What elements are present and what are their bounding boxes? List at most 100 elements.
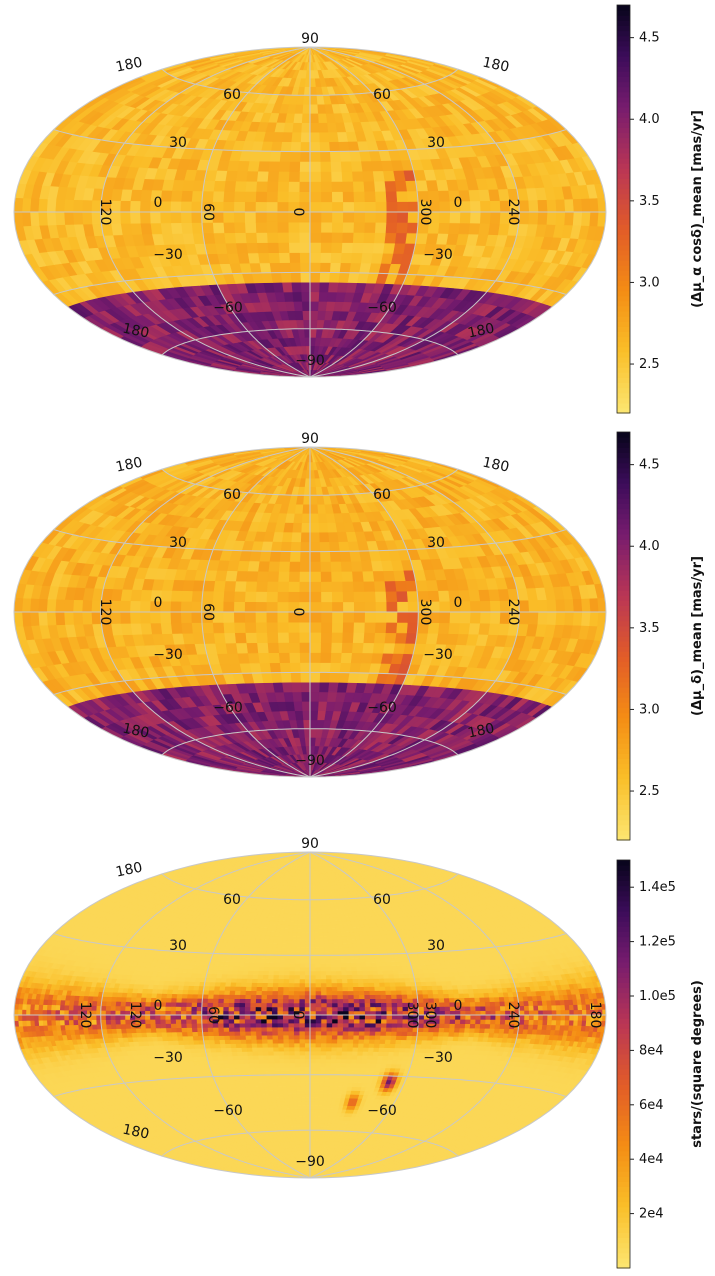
sky-cell [447, 222, 460, 235]
sky-cell [394, 232, 407, 244]
sky-cell [288, 181, 300, 192]
sky-cell [328, 672, 340, 683]
sky-cell [319, 551, 331, 562]
sky-cell [309, 662, 321, 673]
sky-cell [223, 180, 237, 192]
sky-cell [309, 337, 316, 347]
sky-cell [348, 662, 362, 674]
sky-cell [256, 642, 269, 654]
colorbar-step [617, 331, 630, 338]
colorbar-step [617, 661, 630, 668]
sky-cell [588, 597, 599, 613]
sky-cell [309, 642, 321, 653]
sky-cell [361, 242, 375, 254]
sky-cell [235, 570, 248, 582]
longitude-label: 120 [97, 599, 113, 626]
sky-cell [244, 232, 258, 244]
sky-cell [352, 621, 365, 633]
sky-cell [342, 601, 355, 613]
sky-cell [554, 198, 566, 213]
sky-cell [309, 291, 320, 302]
sky-cell [129, 189, 143, 202]
colorbar-step [617, 305, 630, 312]
sky-cell [309, 522, 320, 533]
sky-cell [438, 200, 451, 213]
sky-cell [563, 198, 574, 213]
longitude-label: 240 [505, 599, 521, 626]
sky-cell [255, 591, 268, 603]
sky-cell [320, 642, 332, 653]
sky-cell [170, 190, 183, 202]
sky-cell [267, 170, 279, 182]
sky-cell [255, 191, 268, 203]
sky-cell [301, 113, 311, 124]
colorbar-step [617, 783, 630, 790]
sky-cell [328, 141, 340, 152]
colorbar-step [617, 585, 630, 591]
colorbar-label: (Δμ_α cosδ)_mean [mas/yr] [690, 110, 705, 308]
colorbar-step [617, 457, 630, 464]
sky-cell [309, 201, 322, 213]
sky-cell [234, 632, 247, 644]
sky-cell [276, 591, 289, 603]
sky-cell [269, 262, 281, 274]
sky-cell [255, 232, 268, 244]
sky-cell [351, 642, 364, 654]
colorbar-step [617, 107, 630, 113]
sky-cell [169, 611, 182, 624]
sky-cell [309, 581, 322, 592]
sky-cell [318, 522, 329, 533]
colorbar-step [617, 544, 630, 550]
colorbar-step [617, 362, 630, 368]
sky-cell [170, 622, 183, 634]
sky-cell [309, 232, 322, 243]
sky-cell [319, 272, 330, 283]
sky-cell [299, 642, 311, 653]
colorbar-step [617, 356, 630, 363]
sky-cell [527, 211, 539, 225]
sky-cell [487, 188, 500, 202]
sky-cell [320, 571, 332, 582]
sky-cell [301, 710, 311, 721]
sky-cell [342, 211, 355, 223]
colorbar-step [617, 768, 630, 775]
colorbar-step [617, 641, 630, 647]
sky-cell [222, 622, 235, 634]
latitude-label: −60 [367, 700, 397, 716]
colorbar-step [617, 402, 630, 409]
colorbar-step [617, 687, 630, 693]
sky-cell [527, 199, 539, 213]
sky-cell [320, 242, 332, 253]
sky-cell [169, 600, 182, 613]
sky-cell [396, 211, 409, 223]
sky-cell [407, 211, 419, 223]
colorbar-step [617, 193, 630, 200]
colorbar-step [617, 183, 630, 190]
sky-cell [315, 494, 325, 505]
sky-cell [469, 211, 481, 224]
sky-cell [373, 232, 386, 244]
latitude-label: 90 [301, 31, 319, 47]
sky-cell [331, 632, 343, 643]
sky-cell [487, 588, 500, 602]
sky-cell [299, 551, 311, 562]
sky-cell [54, 211, 66, 226]
latitude-label: 90 [301, 431, 319, 447]
sky-cell [341, 581, 354, 592]
colorbar-step [617, 814, 630, 821]
sky-cell [457, 622, 471, 635]
colorbar-step [617, 692, 630, 698]
sky-cell [299, 242, 311, 253]
sky-cell [320, 581, 332, 592]
sky-cell [301, 300, 311, 311]
sky-cell [139, 211, 151, 224]
sky-cell [341, 170, 353, 182]
colorbar-tick-label: 3.0 [639, 702, 660, 717]
sky-cell [331, 611, 344, 623]
sky-cell [385, 211, 398, 223]
sky-cell [572, 598, 583, 613]
colorbar-step [617, 727, 630, 734]
sky-cell [300, 522, 311, 533]
sky-cell [223, 232, 237, 244]
sky-cell [257, 160, 270, 172]
